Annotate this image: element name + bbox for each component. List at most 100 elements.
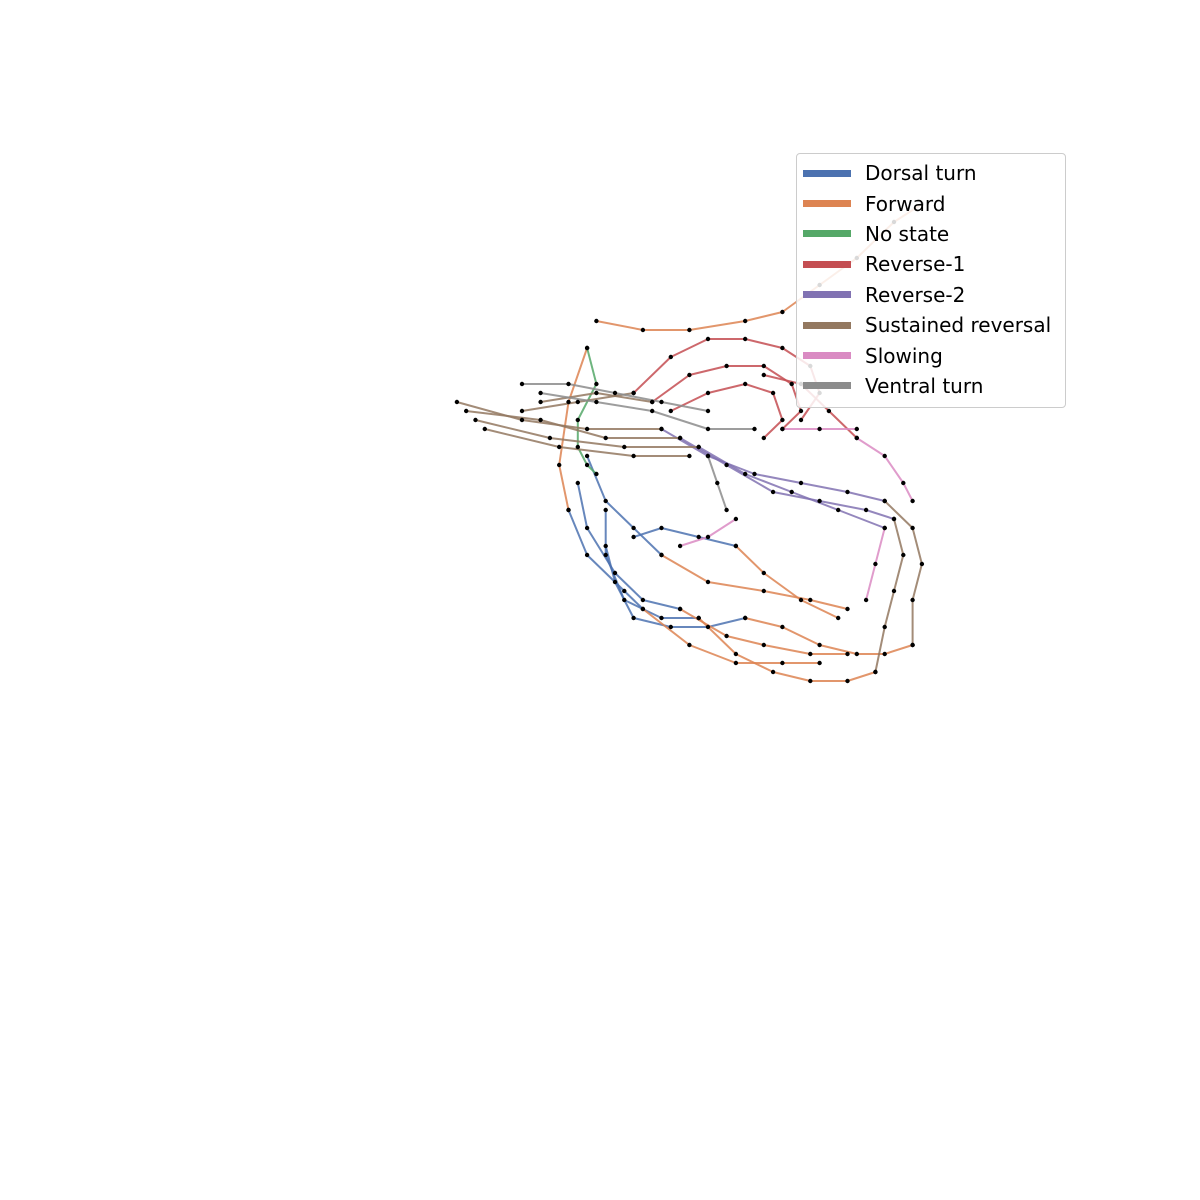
series-line-forward [735,545,839,619]
data-point [659,525,664,531]
legend-label: No state [865,221,950,246]
series-line-dorsal-turn [604,545,746,628]
data-point [845,489,850,495]
series-line-sustained-reversal [475,419,699,448]
legend-item-no-state: No state [797,219,1065,249]
data-point [817,426,822,432]
data-point [919,561,925,567]
data-point [668,408,673,414]
legend-label: Forward [865,191,946,216]
series-line-slowing [856,437,914,502]
data-point [557,444,562,450]
data-point [882,453,887,459]
legend-swatch [803,230,851,238]
data-point [594,399,599,405]
data-point [677,435,683,441]
data-point [808,678,813,684]
legend-label: Slowing [865,343,943,368]
series-line-forward [679,608,848,655]
legend-item-ventral-turn: Ventral turn [797,371,1065,401]
data-point [882,651,887,657]
data-point [836,615,841,621]
data-point [789,489,794,495]
data-point [584,552,590,558]
data-point [687,453,692,459]
data-point [854,651,859,657]
data-point [705,408,711,414]
legend-swatch [803,260,851,268]
data-point [780,417,785,423]
data-point [863,507,869,513]
data-point [752,426,757,432]
data-point [677,606,683,612]
data-point [798,597,804,603]
data-point [705,426,711,432]
data-point [705,534,711,540]
legend-item-sustained-reversal: Sustained reversal [797,310,1065,340]
data-point [677,543,683,549]
data-point [566,399,571,405]
data-point [650,399,655,405]
data-point [789,381,794,387]
data-point [910,597,915,603]
data-point [622,588,627,594]
legend-swatch [803,169,851,177]
data-point [631,525,636,531]
data-point [733,543,739,549]
data-point [640,327,646,333]
data-point [594,471,599,477]
data-point [612,390,618,396]
series-line-sustained-reversal [466,410,681,439]
data-point [733,660,739,666]
data-point [761,642,766,648]
series-line-slowing [679,518,737,547]
data-point [538,417,543,423]
data-point [603,552,608,558]
data-point [482,426,487,432]
data-point [891,516,897,522]
data-point [743,336,748,342]
series-line-forward [698,617,876,682]
data-point [836,507,841,513]
data-point [705,579,711,585]
legend-swatch [803,382,851,390]
data-point [780,426,785,432]
series-line-dorsal-turn [567,509,644,610]
data-point [873,561,878,567]
data-point [705,624,711,630]
data-point [743,318,748,324]
data-point [705,453,711,459]
series-line-dorsal-turn [633,527,737,547]
data-point [724,462,729,468]
data-point [910,498,915,504]
legend-item-forward: Forward [797,188,1065,218]
data-point [473,417,478,423]
legend-label: Reverse-1 [865,252,966,277]
data-point [696,615,701,621]
data-point [612,579,618,585]
data-point [798,417,804,423]
data-point [808,651,813,657]
data-point [780,660,785,666]
data-point [845,606,850,612]
data-point [612,570,618,576]
series-line-dorsal-turn [576,482,681,610]
legend-item-reverse-1: Reverse-1 [797,249,1065,279]
data-point [557,462,562,468]
data-point [845,651,850,657]
data-point [519,381,525,387]
legend-swatch [803,321,851,329]
data-point [743,471,748,477]
data-point [668,354,673,360]
data-point [575,399,580,405]
data-point [910,525,915,531]
data-point [575,480,580,486]
data-point [882,498,887,504]
series-line-reverse-2 [679,437,895,520]
data-point [817,660,822,666]
data-point [687,372,692,378]
data-point [696,444,701,450]
data-point [584,426,590,432]
series-line-reverse-1 [670,383,784,439]
data-point [584,462,590,468]
